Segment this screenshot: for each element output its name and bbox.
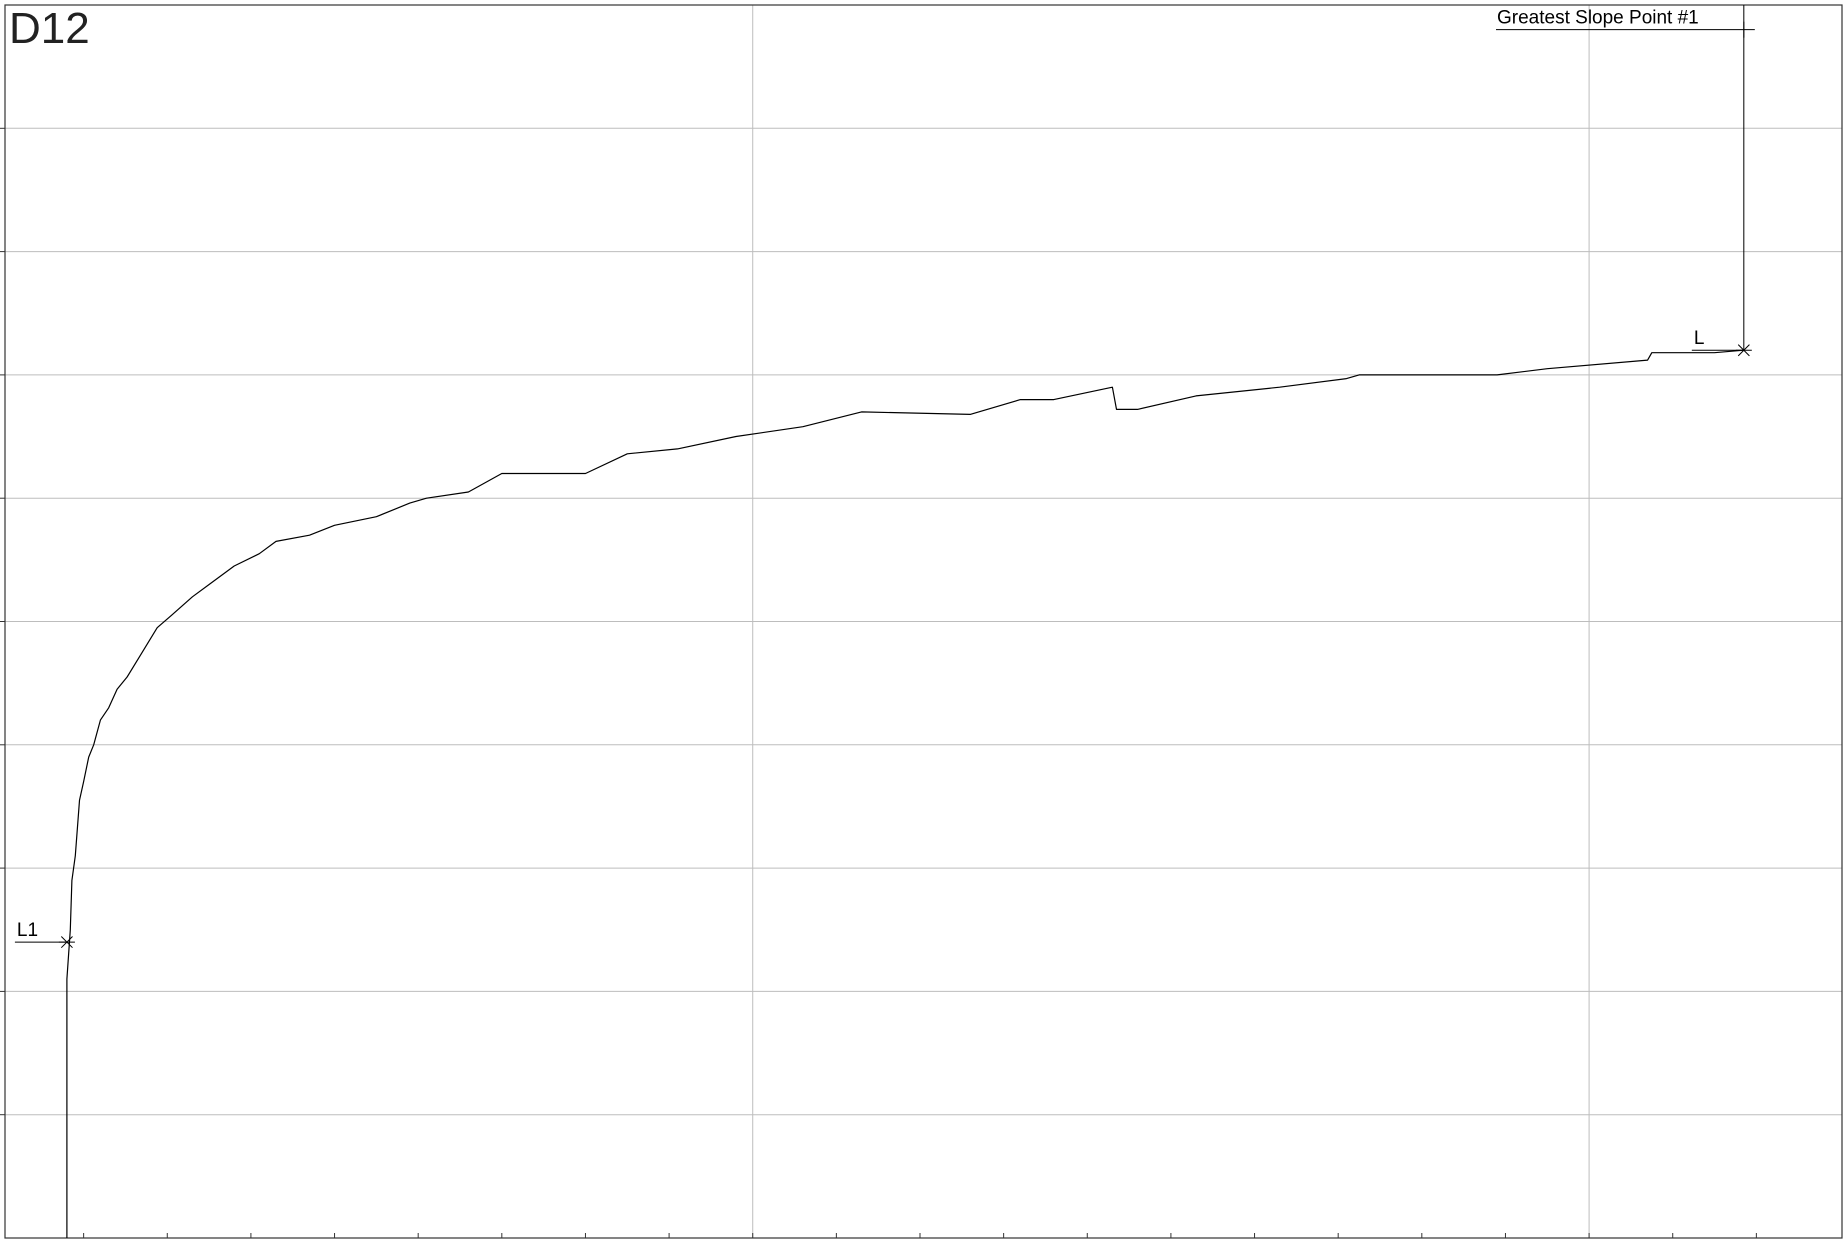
marker-label: L (1694, 328, 1705, 349)
marker-layer: L1 L (14, 328, 1752, 949)
plot-frame (4, 4, 1843, 1239)
marker-l1: L1 (14, 920, 75, 949)
greatest-slope-annotation: Greatest Slope Point #1 (1496, 5, 1755, 351)
axis-ticks (0, 127, 1757, 1238)
series-line (66, 349, 1744, 1238)
series-layer (66, 349, 1744, 1238)
grid (5, 5, 1842, 1238)
chart-title: D12 (9, 4, 90, 53)
marker-label: L1 (17, 920, 38, 941)
annotation-layer: Greatest Slope Point #1 (1496, 5, 1755, 351)
slope-label: Greatest Slope Point #1 (1497, 8, 1699, 29)
